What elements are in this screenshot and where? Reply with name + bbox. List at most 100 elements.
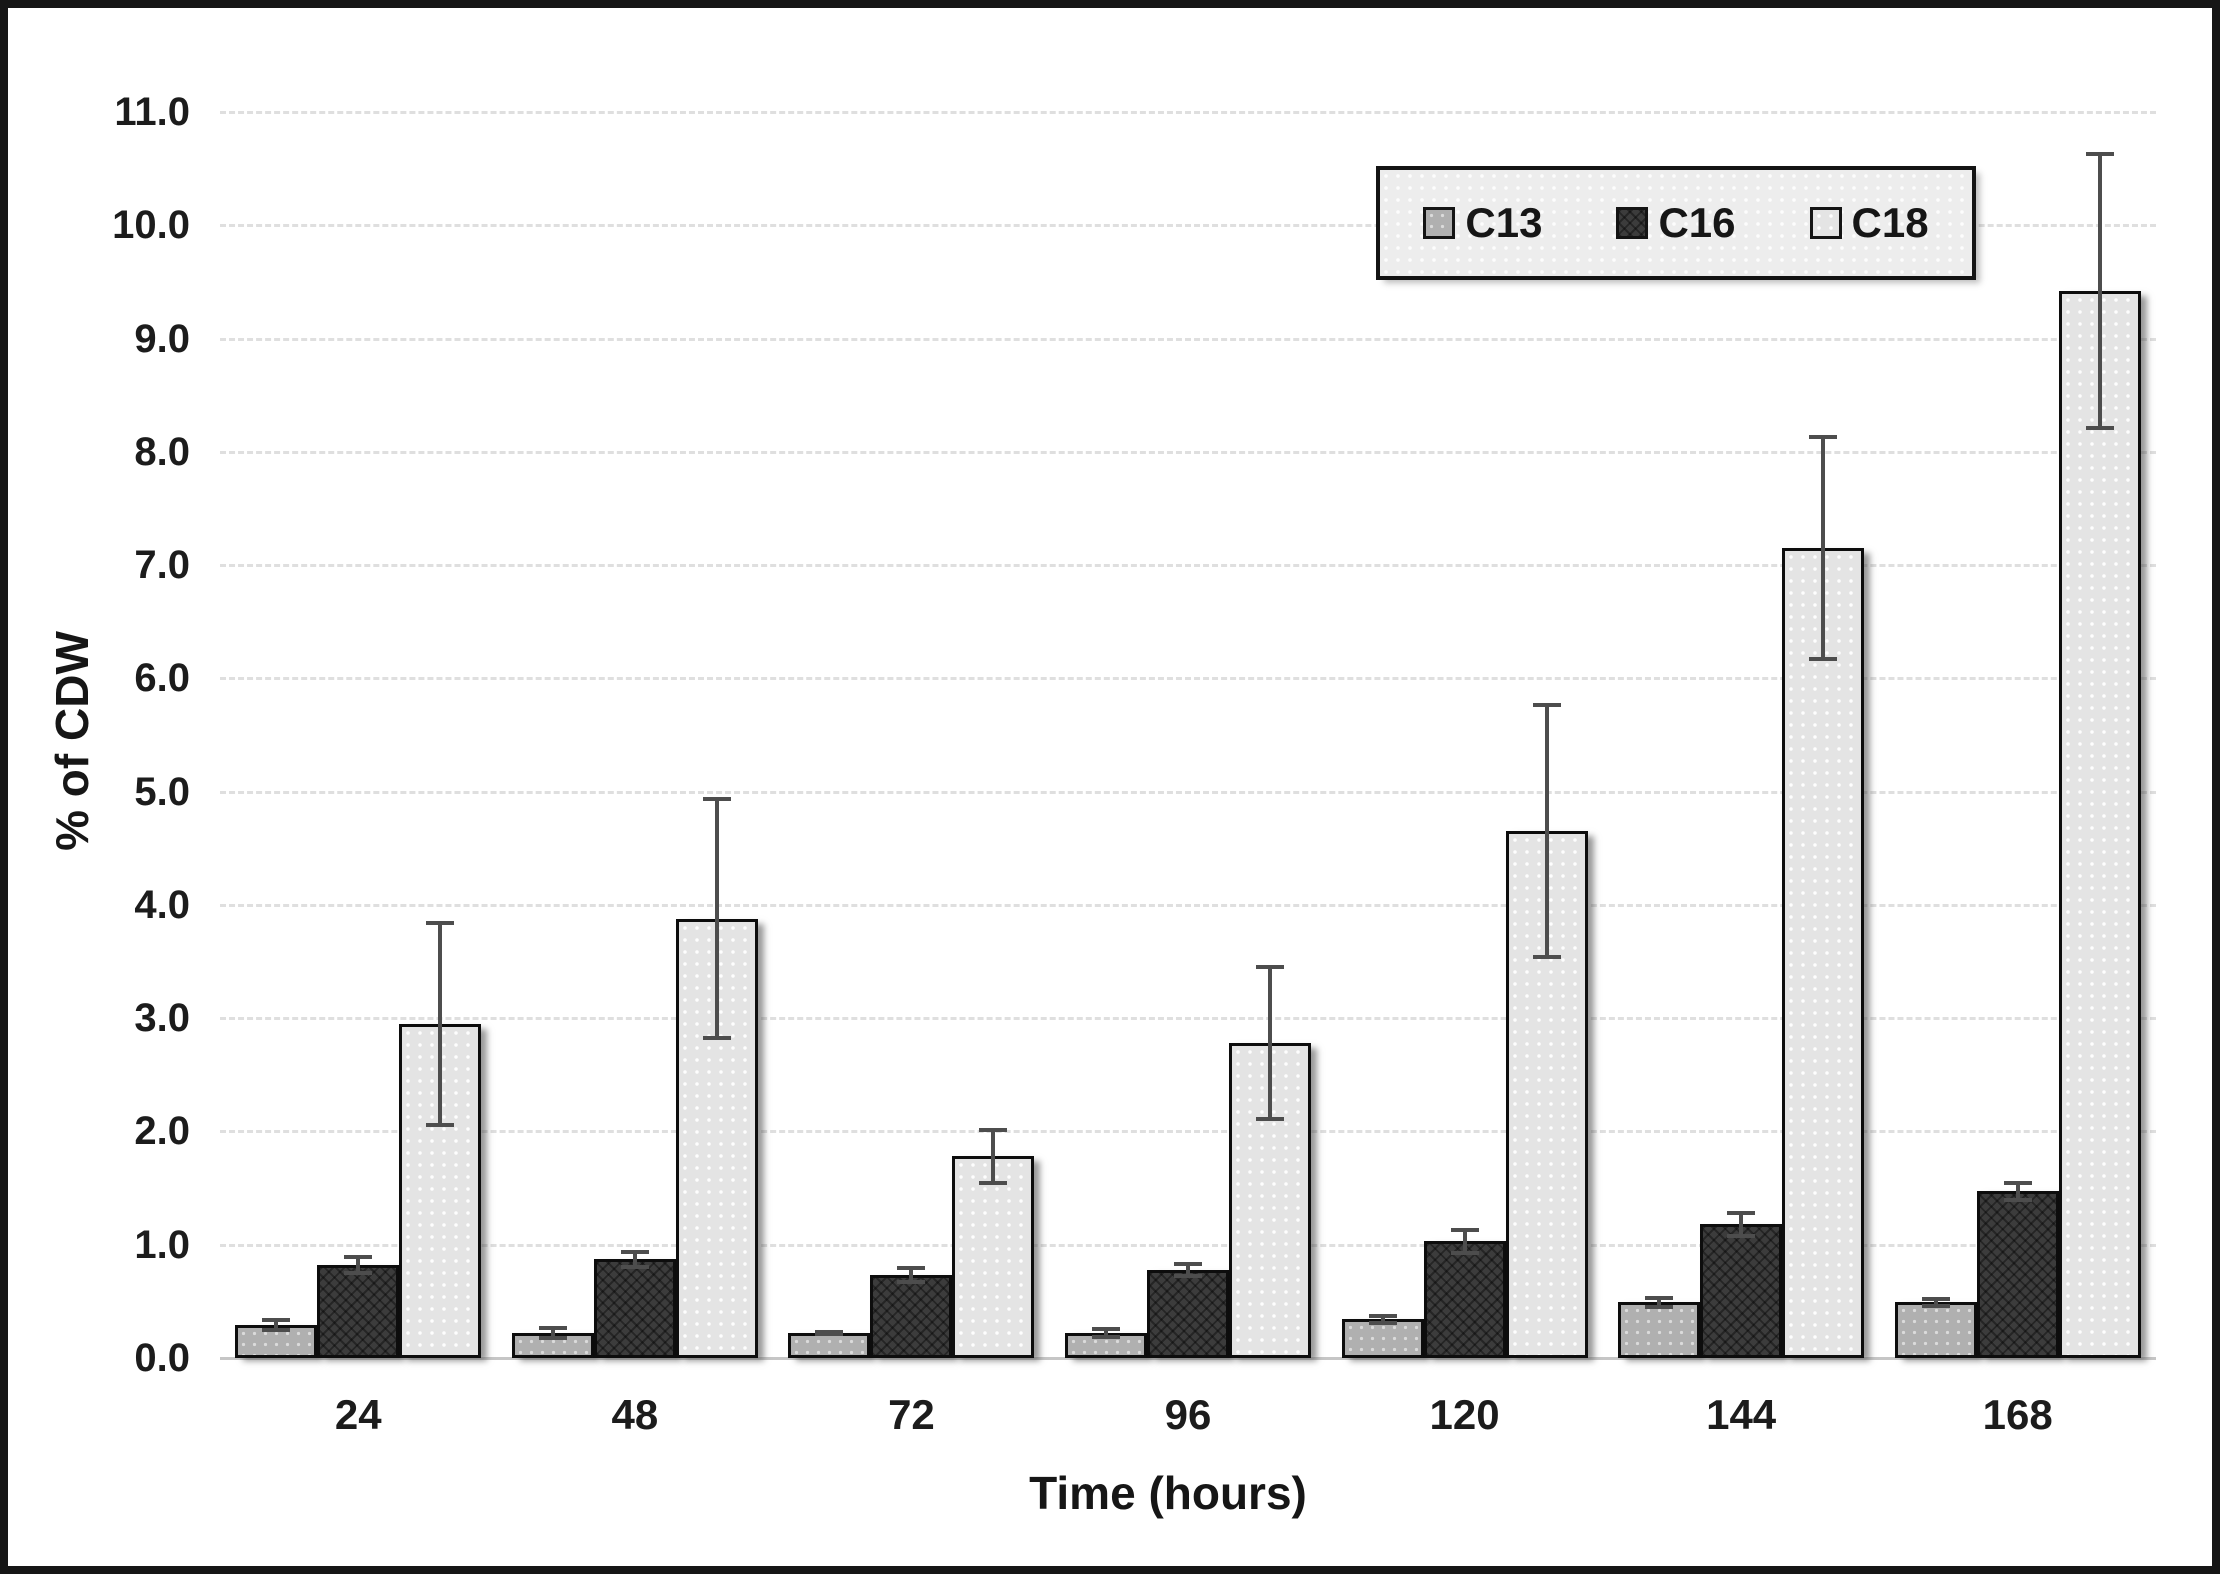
error-bar-c16-120h — [1450, 1227, 1479, 1255]
bar-c16-24h — [317, 1265, 400, 1358]
legend-label-c16: C16 — [1658, 199, 1736, 246]
legend-label-c18: C18 — [1851, 199, 1929, 246]
error-whisker-line — [1268, 964, 1272, 1122]
legend: C13 C16 C18 — [1376, 166, 1976, 280]
error-whisker-cap — [1368, 1321, 1397, 1326]
error-whisker-cap — [1645, 1295, 1674, 1300]
error-whisker-cap — [1256, 1117, 1284, 1122]
error-whisker-cap — [1645, 1305, 1674, 1310]
gridline-1 — [220, 1243, 2156, 1247]
bar-c13-144h — [1618, 1302, 1701, 1358]
error-whisker-cap — [815, 1332, 844, 1337]
error-whisker-cap — [1450, 1227, 1479, 1232]
x-tick-label-48: 48 — [611, 1391, 659, 1438]
bar-c16-144h — [1700, 1224, 1783, 1358]
x-tick-label-24: 24 — [334, 1391, 382, 1438]
error-bar-c16-48h — [620, 1250, 649, 1269]
gridline-3 — [220, 1017, 2156, 1021]
error-whisker-cap — [1921, 1304, 1950, 1309]
y-tick-label-8.0: 8.0 — [134, 429, 190, 474]
y-tick-label-2.0: 2.0 — [134, 1109, 190, 1154]
legend-item-c13: C13 — [1423, 202, 1542, 244]
y-tick-label-1.0: 1.0 — [134, 1222, 190, 1267]
error-whisker-cap — [1174, 1261, 1202, 1266]
error-bar-c13-144h — [1645, 1295, 1674, 1310]
y-tick-label-11.0: 11.0 — [114, 90, 190, 134]
y-tick-label-6.0: 6.0 — [134, 656, 190, 701]
error-whisker-line — [909, 1266, 914, 1285]
error-bar-c16-168h — [2003, 1181, 2032, 1202]
error-bar-c18-72h — [979, 1128, 1008, 1185]
error-bar-c18-48h — [702, 797, 731, 1040]
error-whisker-cap — [1092, 1327, 1120, 1332]
error-whisker-line — [714, 797, 719, 1040]
error-whisker-line — [1933, 1296, 1938, 1309]
x-tick-label-72: 72 — [888, 1391, 935, 1438]
y-tick-label-10.0: 10.0 — [112, 203, 190, 248]
error-whisker-cap — [262, 1327, 291, 1332]
error-whisker-cap — [1450, 1250, 1479, 1255]
error-whisker-cap — [979, 1180, 1008, 1185]
gridline-5 — [220, 790, 2156, 794]
error-bar-c13-168h — [1921, 1296, 1950, 1309]
bar-c13-72h — [788, 1333, 871, 1358]
gridline-8 — [220, 450, 2156, 454]
error-whisker-line — [1380, 1313, 1385, 1326]
error-bar-c18-96h — [1256, 964, 1284, 1122]
error-whisker-cap — [1092, 1334, 1120, 1339]
error-whisker-cap — [344, 1271, 373, 1276]
error-whisker-line — [356, 1254, 361, 1276]
error-whisker-cap — [2003, 1181, 2032, 1186]
error-bar-c13-96h — [1092, 1327, 1120, 1339]
error-bar-c16-72h — [897, 1266, 926, 1285]
bar-c16-120h — [1423, 1241, 1506, 1358]
error-whisker-cap — [1174, 1273, 1202, 1278]
error-whisker-line — [1821, 434, 1826, 662]
error-bar-c13-120h — [1368, 1313, 1397, 1326]
error-whisker-cap — [1921, 1296, 1950, 1301]
y-tick-label-7.0: 7.0 — [134, 543, 190, 588]
bar-c13-120h — [1341, 1319, 1424, 1358]
bar-c13-48h — [511, 1333, 594, 1358]
error-whisker-cap — [1727, 1210, 1756, 1215]
error-bar-c16-144h — [1727, 1210, 1756, 1238]
bar-c16-72h — [870, 1275, 953, 1358]
error-whisker-cap — [702, 1035, 731, 1040]
error-whisker-cap — [620, 1264, 649, 1269]
gridline-6 — [220, 677, 2156, 681]
error-whisker-line — [1657, 1295, 1662, 1310]
x-tick-label-168: 168 — [1982, 1391, 2053, 1438]
error-whisker-line — [1462, 1227, 1467, 1255]
error-whisker-line — [1544, 703, 1549, 960]
error-whisker-cap — [1368, 1313, 1397, 1318]
error-whisker-line — [2097, 151, 2102, 431]
error-whisker-cap — [538, 1326, 567, 1331]
bar-c18-144h — [1782, 548, 1865, 1358]
x-axis-baseline — [220, 1357, 2156, 1360]
error-whisker-line — [438, 920, 443, 1127]
error-whisker-cap — [426, 920, 455, 925]
error-whisker-cap — [2003, 1197, 2032, 1202]
error-bar-c18-168h — [2085, 151, 2114, 431]
error-whisker-cap — [897, 1266, 926, 1271]
error-bar-c13-24h — [262, 1318, 291, 1332]
legend-item-c18: C18 — [1809, 199, 1929, 246]
error-whisker-cap — [620, 1250, 649, 1255]
error-whisker-cap — [1532, 703, 1561, 708]
error-whisker-cap — [1532, 955, 1561, 960]
error-whisker-cap — [1809, 657, 1838, 662]
error-whisker-line — [1186, 1261, 1190, 1278]
error-bar-c18-120h — [1532, 703, 1561, 960]
error-whisker-cap — [1256, 964, 1284, 969]
error-whisker-cap — [979, 1128, 1008, 1133]
gridline-7 — [220, 564, 2156, 568]
error-whisker-cap — [426, 1122, 455, 1127]
bar-c16-168h — [1976, 1191, 2059, 1358]
bar-c16-48h — [593, 1259, 676, 1358]
x-tick-label-120: 120 — [1429, 1391, 1500, 1438]
x-tick-label-96: 96 — [1164, 1391, 1212, 1438]
error-whisker-cap — [344, 1254, 373, 1259]
error-whisker-line — [632, 1250, 637, 1269]
y-axis-title: % of CDW — [46, 631, 98, 851]
